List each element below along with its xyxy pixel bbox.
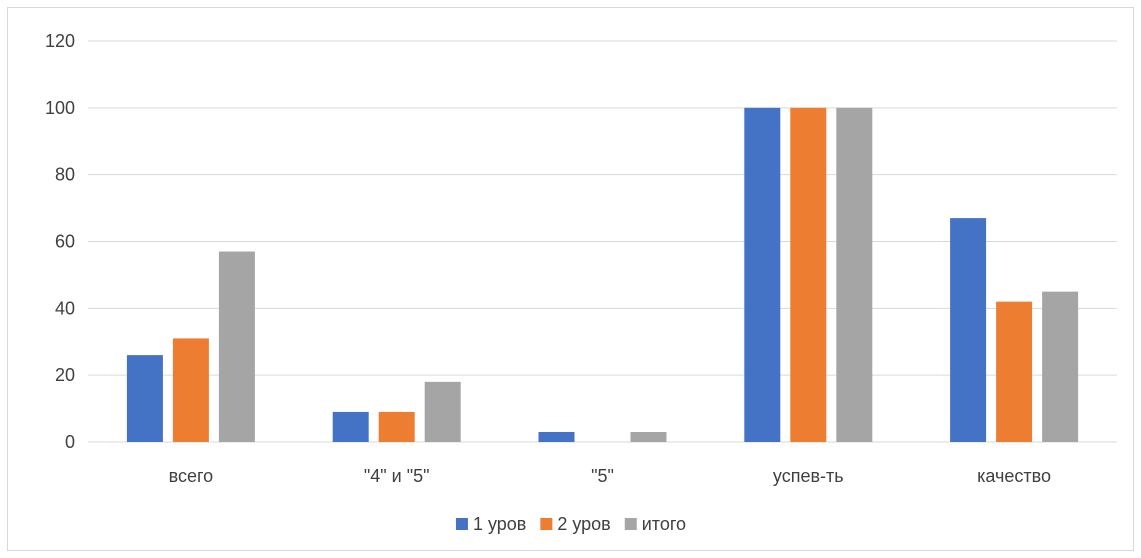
bar [332, 411, 369, 442]
y-tick-label: 60 [55, 232, 75, 252]
bar [172, 338, 209, 442]
legend-swatch [624, 518, 637, 530]
chart-frame [7, 7, 1134, 551]
y-tick-label: 80 [55, 165, 75, 185]
bars [126, 107, 1079, 442]
y-tick-label: 120 [45, 31, 75, 51]
bar [218, 251, 255, 442]
y-tick-label: 40 [55, 298, 75, 318]
y-tick-label: 100 [45, 98, 75, 118]
y-axis-ticks: 0 20 40 60 80 100 120 [45, 31, 75, 452]
legend-swatch [455, 518, 468, 530]
legend-label: 2 уров [557, 514, 610, 534]
legend-swatch [540, 518, 553, 530]
gridlines [88, 40, 1117, 443]
bar [1042, 291, 1079, 442]
x-category-label: успев-ть [773, 466, 844, 486]
bar [836, 107, 873, 442]
bar [790, 107, 827, 442]
y-tick-label: 0 [65, 432, 75, 452]
x-category-label: качество [977, 466, 1051, 486]
bar [630, 431, 667, 442]
bar [538, 431, 575, 442]
legend: 1 уров 2 уров итого [455, 514, 686, 534]
bar [378, 411, 415, 442]
bar [950, 218, 987, 442]
bar [996, 301, 1033, 442]
bar [744, 107, 781, 442]
x-category-label: всего [169, 466, 214, 486]
x-axis-labels: всего "4" и "5" "5" успев-ть качество [169, 466, 1051, 486]
bar [126, 355, 163, 442]
y-tick-label: 20 [55, 365, 75, 385]
x-category-label: "5" [591, 466, 614, 486]
x-category-label: "4" и "5" [364, 466, 430, 486]
legend-label: итого [642, 514, 686, 534]
bar [424, 381, 461, 442]
legend-label: 1 уров [473, 514, 526, 534]
